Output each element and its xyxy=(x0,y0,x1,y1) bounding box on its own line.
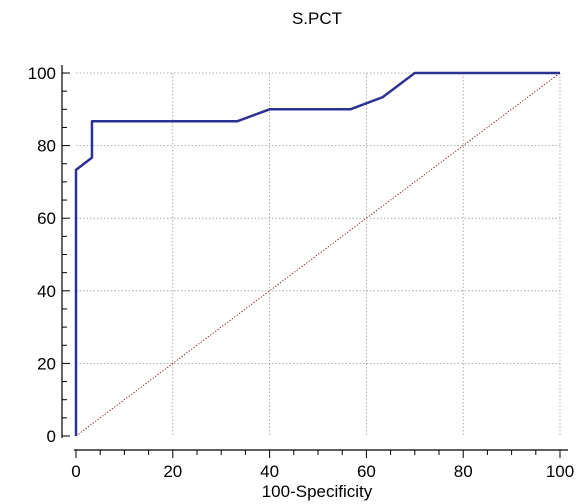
x-tick-label: 40 xyxy=(260,462,279,481)
x-tick-label: 60 xyxy=(357,462,376,481)
y-tick-label: 100 xyxy=(28,64,56,83)
x-axis-ticks: 0 20 40 60 80 100 xyxy=(71,450,574,481)
x-tick-label: 20 xyxy=(163,462,182,481)
x-tick-label: 80 xyxy=(454,462,473,481)
roc-curve-line xyxy=(74,71,560,436)
x-tick-label: 100 xyxy=(546,462,574,481)
x-tick-label: 0 xyxy=(71,462,80,481)
y-tick-label: 60 xyxy=(37,209,56,228)
chart-title: S.PCT xyxy=(292,9,342,28)
y-tick-label: 80 xyxy=(37,137,56,156)
axes-frame xyxy=(61,65,568,451)
y-axis-ticks: 0 20 40 60 80 100 xyxy=(28,64,70,446)
y-tick-label: 40 xyxy=(37,282,56,301)
grid-lines xyxy=(76,72,561,436)
y-tick-label: 0 xyxy=(47,427,56,446)
reference-diagonal-line xyxy=(75,72,561,437)
roc-curve-series xyxy=(74,71,560,436)
x-axis-label: 100-Specificity xyxy=(262,482,373,501)
reference-diagonal-series xyxy=(75,72,561,437)
y-tick-label: 20 xyxy=(37,354,56,373)
